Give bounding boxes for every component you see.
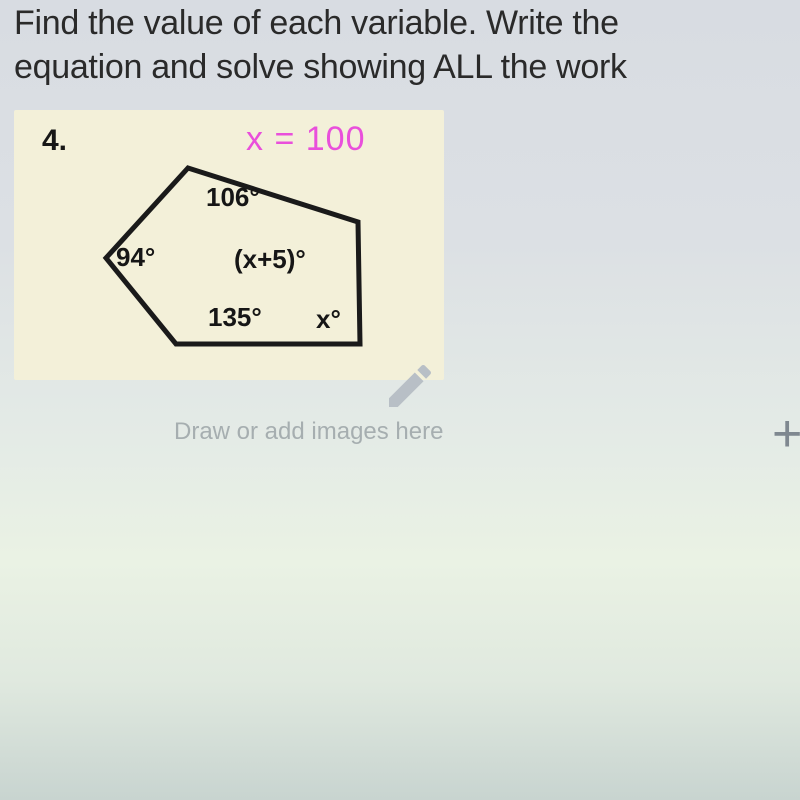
angle-bottom-left: 135°: [208, 302, 262, 333]
canvas-placeholder[interactable]: Draw or add images here: [174, 418, 443, 446]
angle-top: 106°: [206, 182, 260, 213]
instruction-line-2: equation and solve showing ALL the work: [14, 48, 627, 86]
angle-right: (x+5)°: [234, 244, 306, 275]
problem-card: 4. x = 100 106° 94° (x+5)° 135° x°: [14, 110, 444, 380]
angle-bottom-right: x°: [316, 304, 341, 335]
answer-text: x = 100: [246, 120, 365, 159]
instruction-text: Find the value of each variable. Write t…: [0, 0, 800, 101]
pencil-icon[interactable]: [382, 358, 438, 414]
angle-left: 94°: [116, 242, 155, 273]
pentagon-figure: 106° 94° (x+5)° 135° x°: [98, 160, 388, 370]
instruction-line-1: Find the value of each variable. Write t…: [14, 4, 619, 42]
add-button[interactable]: +: [772, 404, 800, 464]
problem-number: 4.: [42, 124, 67, 158]
